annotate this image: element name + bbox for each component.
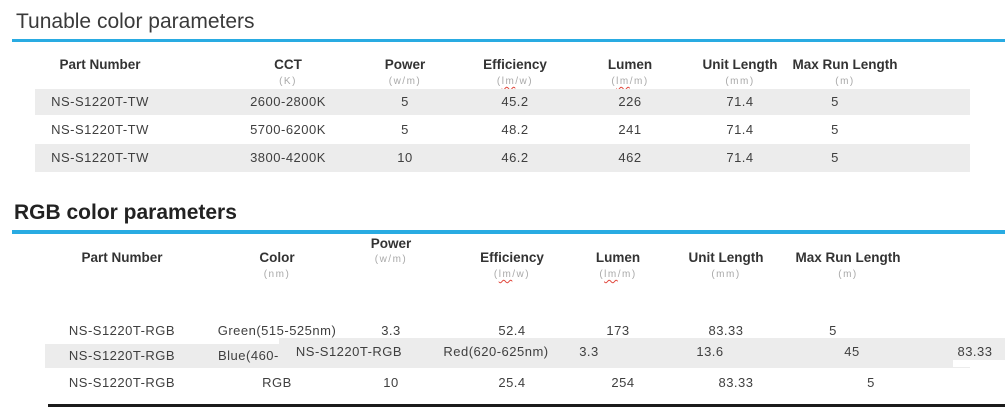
cell-unit-length: 83.33 [957,344,993,359]
col-header-efficiency: Efficiency (lm/w) [480,250,544,280]
col-header-power: Power (w/m) [384,57,426,87]
col-header-unit-length: Unit Length (mm) [688,250,764,280]
cell-color: Green(515-525nm) [217,323,337,338]
cell-color: Red(620-625nm) [443,344,549,359]
cell-color: RGB [262,375,292,390]
table-row: NS-S1220T-TW 2600-2800K 5 45.2 226 71.4 … [0,89,1005,115]
cell-efficiency: 13.6 [696,344,724,359]
col-header-part-number: Part Number [81,250,163,265]
overlay-white-notch [953,360,1005,367]
table-bottom-border [48,404,1005,407]
cell-efficiency: 48.2 [501,122,529,137]
table-row: NS-S1220T-RGB Green(515-525nm) 3.3 52.4 … [0,318,1005,344]
cell-cct: 2600-2800K [250,94,326,109]
cell-power: 10 [397,150,413,165]
cell-efficiency: 45.2 [501,94,529,109]
cell-part-number: NS-S1220T-RGB [68,375,176,390]
cell-part-number: NS-S1220T-RGB [68,323,176,338]
row-stripe [35,144,970,172]
cell-power: 5 [401,122,409,137]
col-header-efficiency: Efficiency (lm/w) [483,57,547,87]
overlay-row-fragment: NS-S1220T-RGB Red(620-625nm) 3.3 13.6 45… [279,338,1005,366]
cell-lumen: 462 [618,150,642,165]
cell-part-number: NS-S1220T-TW [51,122,149,137]
cell-part-number: NS-S1220T-TW [51,150,149,165]
cell-unit-length: 71.4 [726,150,754,165]
cell-power: 5 [401,94,409,109]
cell-efficiency: 25.4 [498,375,526,390]
cell-part-number: NS-S1220T-RGB [295,344,403,359]
cell-efficiency: 52.4 [498,323,526,338]
col-header-cct: CCT (K) [274,57,302,87]
cell-unit-length: 83.33 [708,323,744,338]
cell-unit-length: 83.33 [718,375,754,390]
cell-power: 3.3 [381,323,401,338]
col-header-part-number: Part Number [59,57,141,72]
cell-lumen: 45 [844,344,860,359]
cell-efficiency: 46.2 [501,150,529,165]
tunable-table-title: Tunable color parameters [16,10,255,33]
cell-max-run-length: 5 [831,94,839,109]
cell-color-truncated: Blue(460-4 [218,348,287,363]
cell-lumen: 173 [606,323,630,338]
title-underline [12,39,1005,42]
cell-lumen: 254 [611,375,635,390]
row-stripe [35,89,970,115]
cell-cct: 5700-6200K [250,122,326,137]
col-header-max-run-length: Max Run Length (m) [795,250,901,280]
cell-power: 3.3 [579,344,599,359]
cell-part-number: NS-S1220T-TW [51,94,149,109]
cell-cct: 3800-4200K [250,150,326,165]
col-header-unit-length: Unit Length (mm) [702,57,778,87]
rgb-table-title: RGB color parameters [14,201,237,224]
cell-unit-length: 71.4 [726,94,754,109]
table-row: NS-S1220T-RGB RGB 10 25.4 254 83.33 5 [0,369,1005,396]
col-header-power: Power (w/m) [370,236,412,265]
cell-part-number: NS-S1220T-RGB [68,348,176,363]
col-header-lumen: Lumen (lm/m) [595,250,641,280]
cell-max-run-length: 5 [831,150,839,165]
col-header-lumen: Lumen (lm/m) [607,57,653,87]
cell-lumen: 241 [618,122,642,137]
title-underline [12,230,1005,234]
cell-max-run-length: 5 [831,122,839,137]
cell-unit-length: 71.4 [726,122,754,137]
cell-max-run-length: 5 [829,323,837,338]
col-header-color: Color (nm) [259,250,295,280]
cell-power: 10 [383,375,399,390]
col-header-max-run-length: Max Run Length (m) [792,57,898,87]
cell-lumen: 226 [618,94,642,109]
table-row: NS-S1220T-TW 5700-6200K 5 48.2 241 71.4 … [0,115,1005,144]
cell-max-run-length: 5 [867,375,875,390]
table-row: NS-S1220T-TW 3800-4200K 10 46.2 462 71.4… [0,144,1005,172]
